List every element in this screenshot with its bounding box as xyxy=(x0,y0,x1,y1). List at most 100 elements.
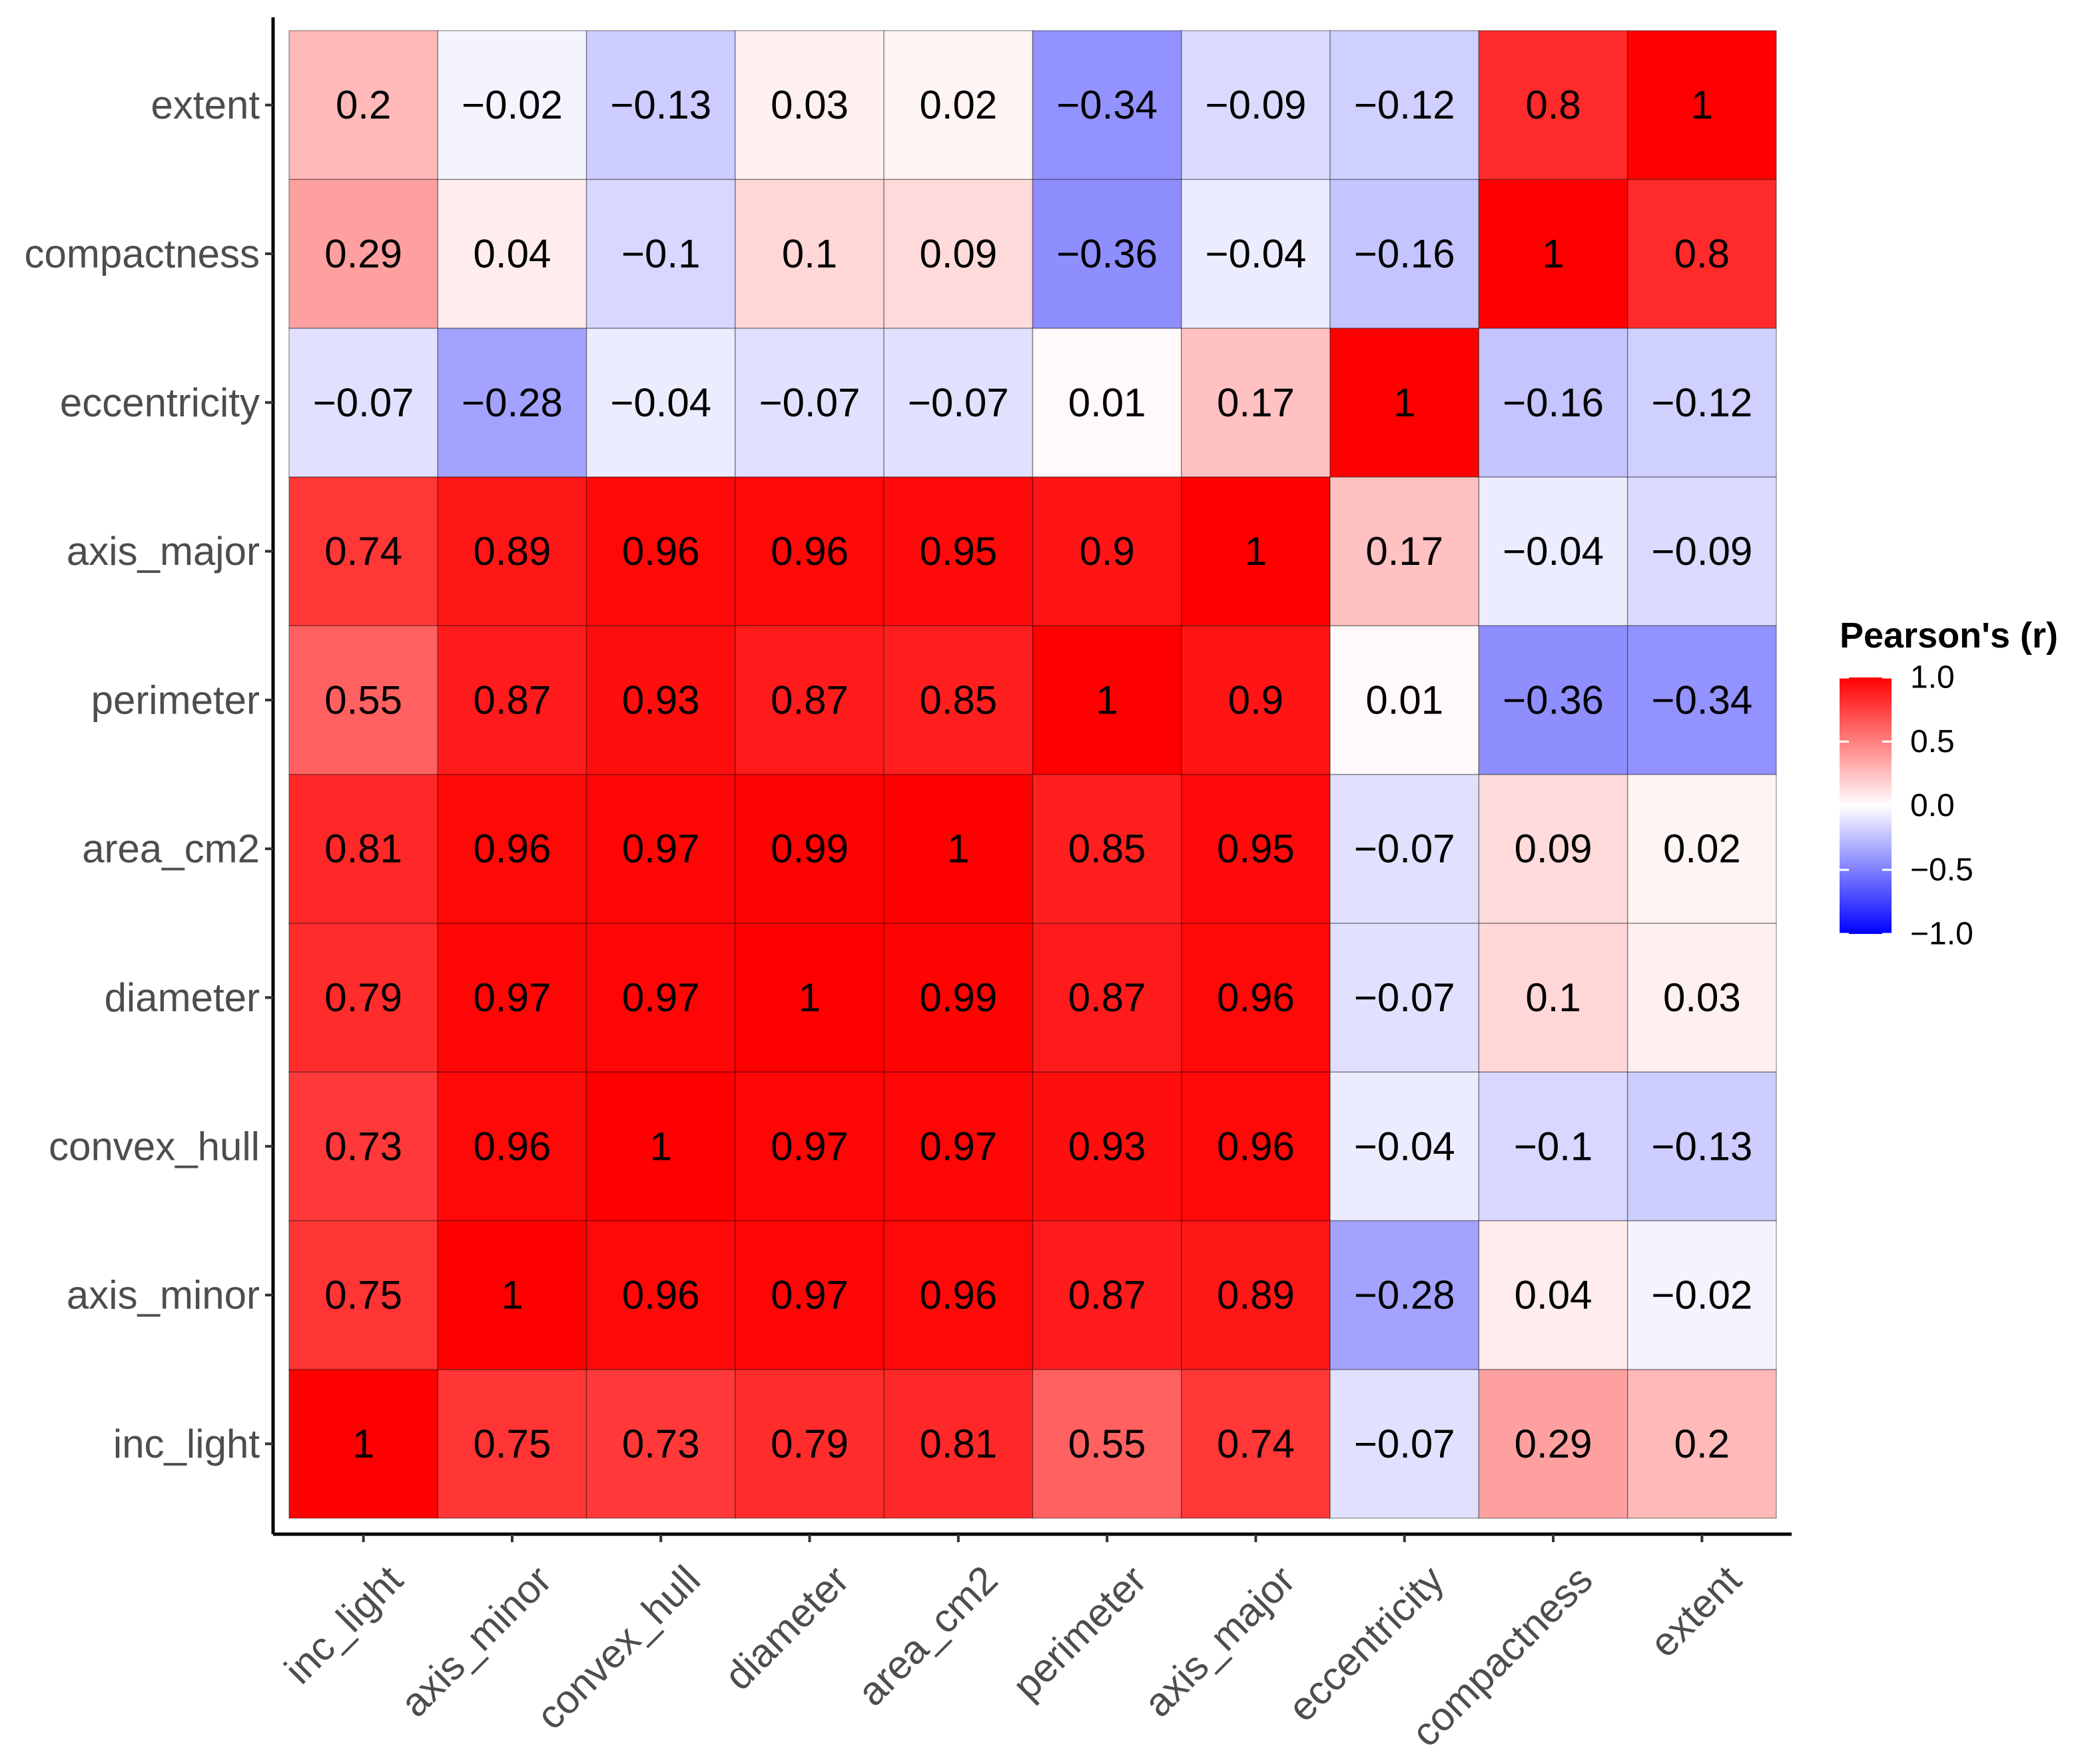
heatmap-cell xyxy=(1329,773,1480,924)
legend-tick-label: 0.0 xyxy=(1910,788,1955,823)
cell-value-label: −0.04 xyxy=(1503,529,1604,574)
y-tick-label: eccentricity xyxy=(60,380,260,425)
cell-value-label: −0.09 xyxy=(1206,83,1307,127)
cell-value-label: 0.97 xyxy=(771,1273,849,1318)
heatmap-cell xyxy=(883,30,1034,181)
heatmap-cell-labels: 1 0.75 0.73 0.79 0.81 0.55 0.74 −0.07 0.29 0.20.7… xyxy=(313,83,1753,1466)
heatmap-cell xyxy=(735,327,884,478)
x-tick-label: area_cm2 xyxy=(849,1557,1006,1714)
cell-value-label: 0.74 xyxy=(324,529,402,574)
cell-value-label: 0.99 xyxy=(771,827,849,871)
heatmap-cell xyxy=(883,1368,1034,1519)
cell-value-label: 0.85 xyxy=(919,677,997,722)
heatmap-cell xyxy=(288,773,439,924)
cell-value-label: −0.36 xyxy=(1503,677,1604,722)
cell-value-label: 0.96 xyxy=(622,529,700,574)
heatmap-cell xyxy=(883,1071,1034,1222)
cell-value-label: 0.1 xyxy=(782,231,837,276)
heatmap-cell xyxy=(1478,476,1628,626)
cell-value-label: −0.07 xyxy=(1354,1422,1455,1466)
cell-value-label: 1 xyxy=(947,827,969,871)
cell-value-label: 0.99 xyxy=(919,975,997,1020)
heatmap-cell xyxy=(735,30,884,181)
heatmap-cell xyxy=(1329,30,1480,181)
heatmap-cell xyxy=(1032,1220,1182,1370)
heatmap-cell xyxy=(1329,476,1480,626)
x-tick-label: diameter xyxy=(716,1557,857,1698)
heatmap-cell xyxy=(585,1071,736,1222)
heatmap-cell xyxy=(883,773,1034,924)
heatmap-cell xyxy=(883,1220,1034,1370)
heatmap-cell xyxy=(1329,1220,1480,1370)
heatmap-cell xyxy=(1032,923,1182,1073)
heatmap-cell xyxy=(437,30,587,181)
heatmap-cell xyxy=(1626,179,1777,329)
heatmap-cell xyxy=(1626,923,1777,1073)
heatmap-cell xyxy=(1181,1368,1331,1519)
heatmap-cell xyxy=(1181,179,1331,329)
heatmap-cell xyxy=(1181,1220,1331,1370)
heatmap-cell xyxy=(585,179,736,329)
cell-value-label: 0.97 xyxy=(919,1124,997,1168)
cell-value-label: −0.13 xyxy=(1651,1124,1752,1168)
heatmap-cell xyxy=(1032,1368,1182,1519)
cell-value-label: 1 xyxy=(799,975,821,1020)
heatmap-cell xyxy=(1181,773,1331,924)
cell-value-label: 0.2 xyxy=(1674,1422,1730,1466)
cell-value-label: 0.89 xyxy=(474,529,551,574)
cell-value-label: 0.81 xyxy=(919,1422,997,1466)
cell-value-label: 0.96 xyxy=(919,1273,997,1318)
heatmap-cell xyxy=(288,476,439,626)
heatmap-cell xyxy=(1478,1368,1628,1519)
cell-value-label: 0.93 xyxy=(622,677,700,722)
heatmap-cell xyxy=(735,625,884,775)
cell-value-label: 0.87 xyxy=(1068,1273,1146,1318)
cell-value-label: −0.16 xyxy=(1354,231,1455,276)
y-tick-label: perimeter xyxy=(91,677,260,722)
heatmap-cell xyxy=(1626,1368,1777,1519)
heatmap-cell xyxy=(585,1220,736,1370)
heatmap-cell xyxy=(1626,625,1777,775)
heatmap-cell xyxy=(437,1368,587,1519)
cell-value-label: 1 xyxy=(1393,380,1415,425)
cell-value-label: 0.01 xyxy=(1068,380,1146,425)
heatmap-cell xyxy=(735,773,884,924)
legend-title: Pearson's (r) xyxy=(1840,616,2058,656)
cell-value-label: −0.36 xyxy=(1056,231,1158,276)
cell-value-label: −0.1 xyxy=(1514,1124,1592,1168)
heatmap-cell xyxy=(1329,179,1480,329)
cell-value-label: 0.75 xyxy=(324,1273,402,1318)
y-tick-label: area_cm2 xyxy=(82,827,260,871)
heatmap-cell xyxy=(288,179,439,329)
cell-value-label: 0.09 xyxy=(1515,827,1592,871)
cell-value-label: 0.8 xyxy=(1525,83,1580,127)
heatmap-cell xyxy=(437,476,587,626)
cell-value-label: 0.81 xyxy=(324,827,402,871)
cell-value-label: 0.95 xyxy=(1217,827,1295,871)
cell-value-label: 0.79 xyxy=(324,975,402,1020)
heatmap-cell xyxy=(585,625,736,775)
axes xyxy=(271,17,1792,1536)
heatmap-cell xyxy=(883,923,1034,1073)
cell-value-label: 0.29 xyxy=(324,231,402,276)
cell-value-label: 1 xyxy=(1691,83,1713,127)
heatmap-cell xyxy=(437,327,587,478)
legend-tick-label: 0.5 xyxy=(1910,724,1955,759)
cell-value-label: −0.12 xyxy=(1354,83,1455,127)
heatmap-cell xyxy=(1626,30,1777,181)
heatmap-cell xyxy=(1478,179,1628,329)
cell-value-label: 0.55 xyxy=(324,677,402,722)
cell-value-label: 0.9 xyxy=(1079,529,1134,574)
cell-value-label: 0.75 xyxy=(474,1422,551,1466)
y-tick-label: axis_major xyxy=(67,529,260,574)
cell-value-label: 0.97 xyxy=(622,975,700,1020)
x-tick-label: inc_light xyxy=(276,1557,411,1692)
heatmap-cell xyxy=(1181,923,1331,1073)
heatmap-cell xyxy=(288,923,439,1073)
cell-value-label: −0.07 xyxy=(759,380,861,425)
cell-value-label: 0.29 xyxy=(1515,1422,1592,1466)
heatmap-cell xyxy=(1181,327,1331,478)
cell-value-label: −0.02 xyxy=(1651,1273,1752,1318)
heatmap-cell xyxy=(1181,476,1331,626)
